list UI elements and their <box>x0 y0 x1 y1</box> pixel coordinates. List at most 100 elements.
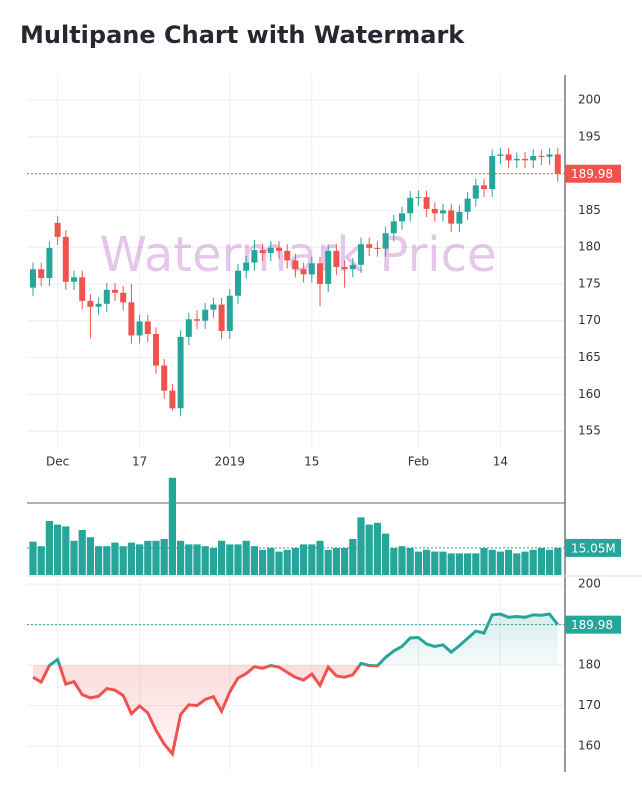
candle-body <box>169 390 176 409</box>
volume-bar <box>37 546 45 575</box>
candle-body <box>87 300 94 307</box>
candle-body <box>30 269 36 288</box>
candle-body <box>62 236 69 282</box>
volume-bar <box>275 551 283 575</box>
y-tick-label: 155 <box>578 424 601 438</box>
volume-bar <box>267 548 275 575</box>
volume-bar <box>406 548 414 575</box>
x-tick-label: 2019 <box>215 455 246 469</box>
volume-bar <box>29 541 37 575</box>
candle-body <box>284 250 291 261</box>
candle-body <box>358 244 364 265</box>
volume-bar <box>349 539 357 575</box>
candle-body <box>103 289 110 304</box>
y-tick-label: 180 <box>578 240 601 254</box>
candle-body <box>308 263 315 275</box>
x-tick-label: Dec <box>46 455 69 469</box>
candle-body <box>530 155 537 161</box>
baseline-line <box>32 612 559 758</box>
volume-bar <box>218 540 226 575</box>
volume-bar <box>390 548 398 575</box>
volume-bar <box>316 540 324 575</box>
y-tick-label: 170 <box>578 313 601 327</box>
candle-body <box>185 319 192 337</box>
candle-body <box>481 185 487 190</box>
candle-body <box>46 247 53 279</box>
candle-body <box>317 263 323 284</box>
volume-bar <box>111 542 119 575</box>
price-label-bg <box>565 164 621 183</box>
candle-body <box>538 155 545 157</box>
candle-body <box>226 295 233 332</box>
volume-bar <box>365 524 373 575</box>
candle-body <box>177 336 184 409</box>
volume-bar <box>308 544 316 575</box>
candle-body <box>554 154 561 174</box>
candle-body <box>415 197 422 199</box>
volume-bar <box>414 551 422 575</box>
candle-body <box>194 319 200 321</box>
chart-title: Multipane Chart with Watermark <box>20 21 465 49</box>
y-tick-label: 200 <box>578 577 601 591</box>
candle-body <box>300 269 307 275</box>
price-label: 189.98 <box>571 618 613 632</box>
volume-bar <box>439 551 447 575</box>
candle-body <box>497 154 504 156</box>
candle-body <box>399 213 405 222</box>
volume-bar <box>226 544 234 575</box>
y-tick-label: 200 <box>578 93 601 107</box>
x-tick-label: 15 <box>304 455 319 469</box>
volume-bar <box>513 553 521 575</box>
volume-bar <box>283 549 291 575</box>
volume-bar <box>423 549 431 575</box>
candle-body <box>325 250 332 284</box>
candle-body <box>423 197 430 209</box>
volume-bar <box>144 540 152 575</box>
candle-body <box>251 250 258 263</box>
volume-bar <box>455 553 463 575</box>
candle-body <box>407 197 414 214</box>
volume-bar <box>464 553 472 575</box>
volume-bar <box>382 533 390 575</box>
volume-bar <box>554 547 562 575</box>
candle-body <box>431 208 438 214</box>
watermark: Watermark Price <box>99 227 496 283</box>
candle-body <box>79 277 86 301</box>
candle-body <box>235 270 241 296</box>
candle-body <box>95 303 102 307</box>
price-label-bg <box>565 615 621 634</box>
y-tick-label: 180 <box>578 658 601 672</box>
volume-bar <box>119 546 127 575</box>
candle-body <box>382 233 389 249</box>
candle-body <box>54 222 61 237</box>
candle-body <box>136 321 143 336</box>
price-label-bg <box>565 538 621 557</box>
candle-body <box>333 250 340 268</box>
volume-bar <box>127 542 135 575</box>
volume-bar <box>259 549 267 575</box>
y-tick-label: 185 <box>578 203 601 217</box>
candle-body <box>366 244 373 248</box>
volume-bar <box>45 521 53 575</box>
y-tick-label: 195 <box>578 129 601 143</box>
y-tick-label: 165 <box>578 350 601 364</box>
volume-bar <box>496 551 504 575</box>
volume-bar <box>54 524 62 575</box>
candle-body <box>522 158 528 161</box>
volume-bar <box>537 548 545 575</box>
volume-bar <box>357 517 365 575</box>
candle-body <box>472 185 479 199</box>
volume-bar <box>447 553 455 575</box>
candle-body <box>144 321 151 334</box>
volume-bar <box>185 544 193 575</box>
candle-body <box>505 154 512 161</box>
volume-bar <box>193 544 201 575</box>
x-tick-label: 17 <box>132 455 147 469</box>
volume-bar <box>324 549 332 575</box>
candle-body <box>292 260 299 270</box>
volume-bar <box>136 544 144 575</box>
price-label: 15.05M <box>571 541 616 555</box>
volume-bar <box>234 544 242 575</box>
volume-bar <box>480 548 488 575</box>
candle-body <box>489 155 496 190</box>
